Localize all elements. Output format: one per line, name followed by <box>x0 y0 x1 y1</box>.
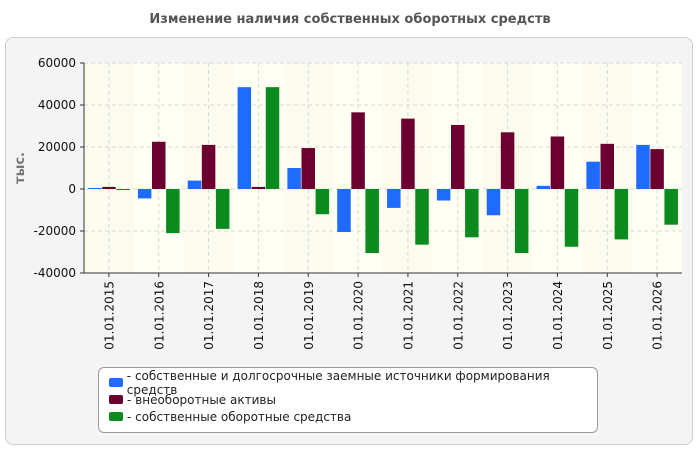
bar <box>387 189 401 208</box>
bar <box>636 144 650 189</box>
bar <box>265 87 280 189</box>
bar <box>137 189 152 199</box>
bar <box>337 189 351 233</box>
legend-swatch <box>109 412 123 421</box>
x-tick-label: 01.01.2016 <box>152 281 166 350</box>
bar <box>514 189 529 254</box>
bar <box>451 124 465 189</box>
x-tick-label: 01.01.2021 <box>401 281 415 350</box>
legend-label: - собственные и долгосрочные заемные ист… <box>126 368 550 397</box>
x-tick-label: 01.01.2022 <box>451 281 465 350</box>
bar <box>436 189 451 201</box>
bar <box>650 149 664 189</box>
y-tick-label: 20000 <box>38 140 76 154</box>
legend-item: - внеоборотные активы <box>109 391 597 408</box>
y-tick-label: 40000 <box>38 98 76 112</box>
bar <box>486 189 501 216</box>
x-tick-label: 01.01.2017 <box>202 281 216 350</box>
bar <box>614 189 629 240</box>
y-tick-label: -40000 <box>33 266 76 280</box>
bar <box>500 132 515 189</box>
bar <box>287 168 301 189</box>
y-tick-label: 60000 <box>38 56 76 70</box>
bar <box>152 141 166 189</box>
bar <box>465 189 479 238</box>
x-tick-label: 01.01.2018 <box>252 281 266 350</box>
bar <box>564 189 579 247</box>
bar <box>215 189 230 229</box>
x-tick-label: 01.01.2020 <box>352 281 366 350</box>
x-tick-label: 01.01.2025 <box>601 281 615 350</box>
y-tick-label: -20000 <box>33 224 76 238</box>
legend-swatch <box>109 395 123 404</box>
chart-title: Изменение наличия собственных оборотных … <box>149 12 551 27</box>
bar <box>415 189 429 245</box>
bar <box>102 186 116 189</box>
x-tick-label: 01.01.2015 <box>102 281 116 350</box>
legend-label: - внеоборотные активы <box>127 392 276 407</box>
bar <box>88 187 102 189</box>
bar <box>664 189 678 225</box>
legend-swatch <box>109 378 123 387</box>
bar <box>600 143 614 189</box>
bar <box>251 186 266 189</box>
bar <box>401 118 415 189</box>
legend: - собственные и долгосрочные заемные ист… <box>98 367 598 433</box>
legend-label: - собственные оборотные средства <box>127 409 352 424</box>
bar <box>237 87 252 189</box>
y-axis-label: тыс. <box>13 152 28 184</box>
bar <box>365 189 379 254</box>
bar <box>116 189 130 191</box>
x-tick-label: 01.01.2019 <box>302 281 316 350</box>
bar <box>201 144 216 189</box>
legend-item: - собственные оборотные средства <box>109 408 597 425</box>
x-tick-label: 01.01.2026 <box>651 281 665 350</box>
bar <box>586 161 600 189</box>
bar <box>536 185 551 189</box>
bar <box>301 148 315 189</box>
x-tick-label: 01.01.2023 <box>501 281 515 350</box>
bar <box>187 180 202 189</box>
bar <box>315 189 330 215</box>
y-tick-label: 0 <box>68 182 76 196</box>
legend-item: - собственные и долгосрочные заемные ист… <box>109 369 597 397</box>
x-tick-label: 01.01.2024 <box>551 281 565 350</box>
bar <box>166 189 180 234</box>
bar <box>550 136 565 189</box>
bar <box>351 112 365 189</box>
